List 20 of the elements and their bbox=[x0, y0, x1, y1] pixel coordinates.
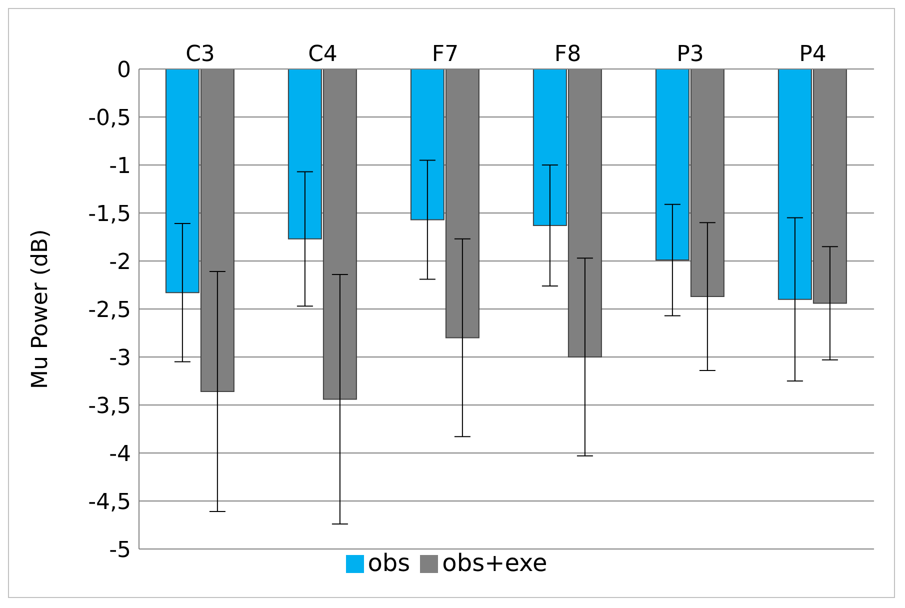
y-tick-label: -5 bbox=[109, 538, 131, 563]
legend-label: obs bbox=[368, 549, 410, 577]
y-tick-label: -4,5 bbox=[88, 490, 131, 515]
legend-label: obs+exe bbox=[442, 549, 548, 577]
y-tick-label: -4 bbox=[109, 442, 131, 467]
x-tick-label: P4 bbox=[799, 42, 826, 67]
x-tick-label: F8 bbox=[554, 42, 582, 67]
y-tick-label: -1 bbox=[109, 154, 131, 179]
y-tick-label: -2,5 bbox=[88, 298, 131, 323]
y-tick-label: -2 bbox=[109, 250, 131, 275]
y-tick-label: -3 bbox=[109, 346, 131, 371]
x-tick-label: F7 bbox=[432, 42, 459, 67]
y-tick-label: 0 bbox=[117, 58, 131, 83]
x-tick-label: C3 bbox=[186, 42, 215, 67]
y-tick-label: -1,5 bbox=[88, 202, 131, 227]
y-tick-label: -0,5 bbox=[88, 106, 131, 131]
y-axis-title: Mu Power (dB) bbox=[28, 229, 53, 389]
x-tick-label: C4 bbox=[308, 42, 338, 67]
y-tick-label: -3,5 bbox=[88, 394, 131, 419]
x-tick-label: P3 bbox=[676, 42, 704, 67]
